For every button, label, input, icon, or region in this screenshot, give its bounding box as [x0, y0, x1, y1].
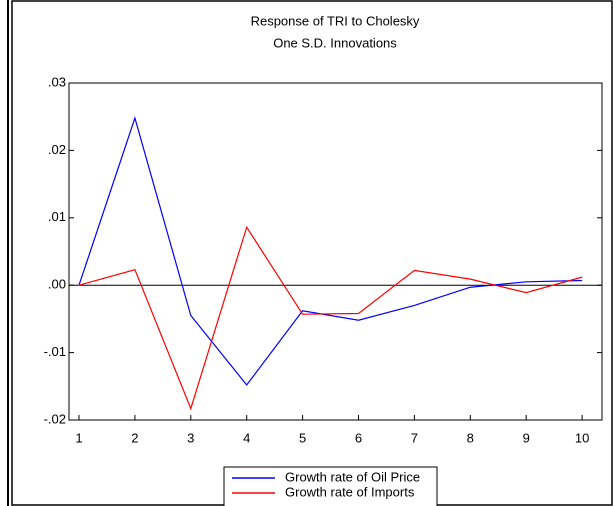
chart-title: Response of TRI to Cholesky — [251, 13, 420, 28]
series-line — [78, 116, 583, 386]
x-tick-label: 7 — [411, 430, 418, 445]
x-tick-label: 2 — [131, 430, 138, 445]
y-tick-label: .01 — [48, 209, 66, 224]
series-line — [78, 225, 583, 411]
x-tick-label: 5 — [299, 430, 306, 445]
x-tick-label: 4 — [243, 430, 250, 445]
frame — [11, 0, 613, 506]
plot-area — [68, 82, 603, 421]
x-tick-label: 6 — [355, 430, 362, 445]
x-tick-label: 3 — [187, 430, 194, 445]
legend-label: Growth rate of Imports — [285, 484, 415, 499]
x-tick-label: 10 — [575, 430, 589, 445]
x-tick-label: 1 — [75, 430, 82, 445]
chart-subtitle: One S.D. Innovations — [273, 35, 397, 50]
y-tick-label: .02 — [48, 142, 66, 157]
y-tick-label: -.01 — [44, 344, 66, 359]
legend-label: Growth rate of Oil Price — [285, 469, 420, 484]
x-tick-label: 9 — [523, 430, 530, 445]
y-tick-label: .03 — [48, 74, 66, 89]
legend — [223, 466, 438, 506]
y-tick-label: -.02 — [44, 411, 66, 426]
x-tick-label: 8 — [467, 430, 474, 445]
y-tick-label: .00 — [48, 277, 66, 292]
